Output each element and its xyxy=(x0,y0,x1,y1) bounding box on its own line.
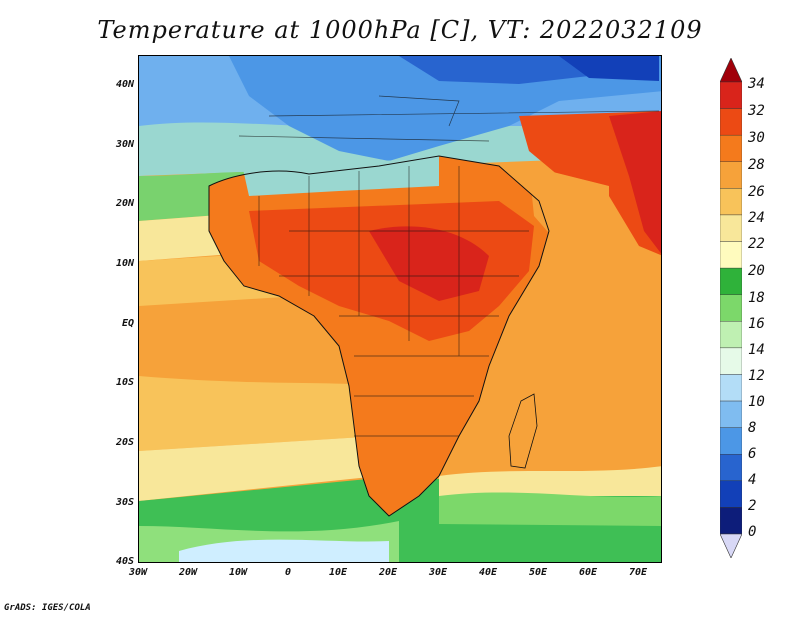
colorbar-label-10: 10 xyxy=(748,394,765,410)
colorbar-label-24: 24 xyxy=(748,210,765,226)
colorbar-swatch xyxy=(720,374,742,402)
colorbar-label-14: 14 xyxy=(748,342,765,358)
lat-label-30s: 30S xyxy=(115,497,134,508)
colorbar-swatch xyxy=(720,294,742,322)
lon-label-70e: 70E xyxy=(628,567,648,578)
indian-ocean-yellow-band xyxy=(439,466,661,496)
lat-label-eq: EQ xyxy=(121,318,134,329)
colorbar-label-12: 12 xyxy=(748,368,765,384)
lon-label-60e: 60E xyxy=(578,567,598,578)
europe-coldest-region xyxy=(559,56,659,81)
colorbar-label-26: 26 xyxy=(748,184,765,200)
colorbar xyxy=(720,58,742,558)
colorbar-swatch xyxy=(720,454,742,482)
colorbar-swatch xyxy=(720,347,742,375)
colorbar-label-2: 2 xyxy=(748,498,757,514)
colorbar-swatch xyxy=(720,134,742,162)
africa-coastline xyxy=(208,155,550,517)
colorbar-swatch xyxy=(720,267,742,295)
lat-label-10n: 10N xyxy=(115,258,134,269)
colorbar-swatch xyxy=(720,427,742,455)
sahara-north-cool-region xyxy=(239,151,439,196)
lon-label-40e: 40E xyxy=(478,567,498,578)
madagascar xyxy=(508,393,538,469)
southern-pale-band xyxy=(179,539,389,562)
arabia-region xyxy=(529,166,609,256)
colorbar-label-32: 32 xyxy=(748,103,765,119)
sahel-hot-region xyxy=(249,201,534,341)
lat-label-40s: 40S xyxy=(115,556,134,567)
colorbar-label-0: 0 xyxy=(748,524,757,540)
colorbar-label-28: 28 xyxy=(748,157,765,173)
lon-label-10e: 10E xyxy=(328,567,348,578)
indian-ocean-green-band xyxy=(439,492,661,526)
colorbar-swatch xyxy=(720,480,742,508)
india-hot-region xyxy=(609,111,661,254)
colorbar-swatch xyxy=(720,507,742,535)
lon-label-20w: 20W xyxy=(178,567,198,578)
lat-label-30n: 30N xyxy=(115,139,134,150)
europe-borders xyxy=(238,95,660,142)
grads-credit: GrADS: IGES/COLA xyxy=(4,603,91,613)
colorbar-label-20: 20 xyxy=(748,263,765,279)
colorbar-swatch xyxy=(720,400,742,428)
lon-label-0: 0 xyxy=(284,567,292,578)
colorbar-label-34: 34 xyxy=(748,76,765,92)
colorbar-label-6: 6 xyxy=(748,446,757,462)
colorbar-swatch xyxy=(720,108,742,136)
colorbar-label-8: 8 xyxy=(748,420,757,436)
lon-label-10w: 10W xyxy=(228,567,248,578)
south-atlantic-band xyxy=(139,376,379,451)
lon-label-50e: 50E xyxy=(528,567,548,578)
lat-label-40n: 40N xyxy=(115,79,134,90)
colorbar-label-22: 22 xyxy=(748,236,765,252)
colorbar-swatch xyxy=(720,321,742,349)
colorbar-label-4: 4 xyxy=(748,472,757,488)
colorbar-label-16: 16 xyxy=(748,316,765,332)
lon-label-20e: 20E xyxy=(378,567,398,578)
europe-colder-region xyxy=(399,56,599,84)
south-atlantic-yellow-band xyxy=(139,436,379,501)
colorbar-swatch xyxy=(720,81,742,109)
country-borders xyxy=(258,166,529,437)
colorbar-swatch xyxy=(720,161,742,189)
map-title: Temperature at 1000hPa [C], VT: 20220321… xyxy=(97,16,703,44)
temperature-map xyxy=(139,56,661,562)
colorbar-label-30: 30 xyxy=(748,130,765,146)
colorbar-swatch xyxy=(720,188,742,216)
colorbar-swatch xyxy=(720,241,742,269)
colorbar-bottom-arrow xyxy=(720,533,742,558)
colorbar-top-arrow xyxy=(720,58,742,83)
lon-label-30e: 30E xyxy=(428,567,448,578)
colorbar-label-18: 18 xyxy=(748,290,765,306)
map-panel xyxy=(138,55,662,563)
lon-label-30w: 30W xyxy=(128,567,148,578)
europe-cold-region xyxy=(229,56,661,161)
lat-label-20s: 20S xyxy=(115,437,134,448)
lat-label-10s: 10S xyxy=(115,377,134,388)
colorbar-swatch xyxy=(720,214,742,242)
lat-label-20n: 20N xyxy=(115,198,134,209)
